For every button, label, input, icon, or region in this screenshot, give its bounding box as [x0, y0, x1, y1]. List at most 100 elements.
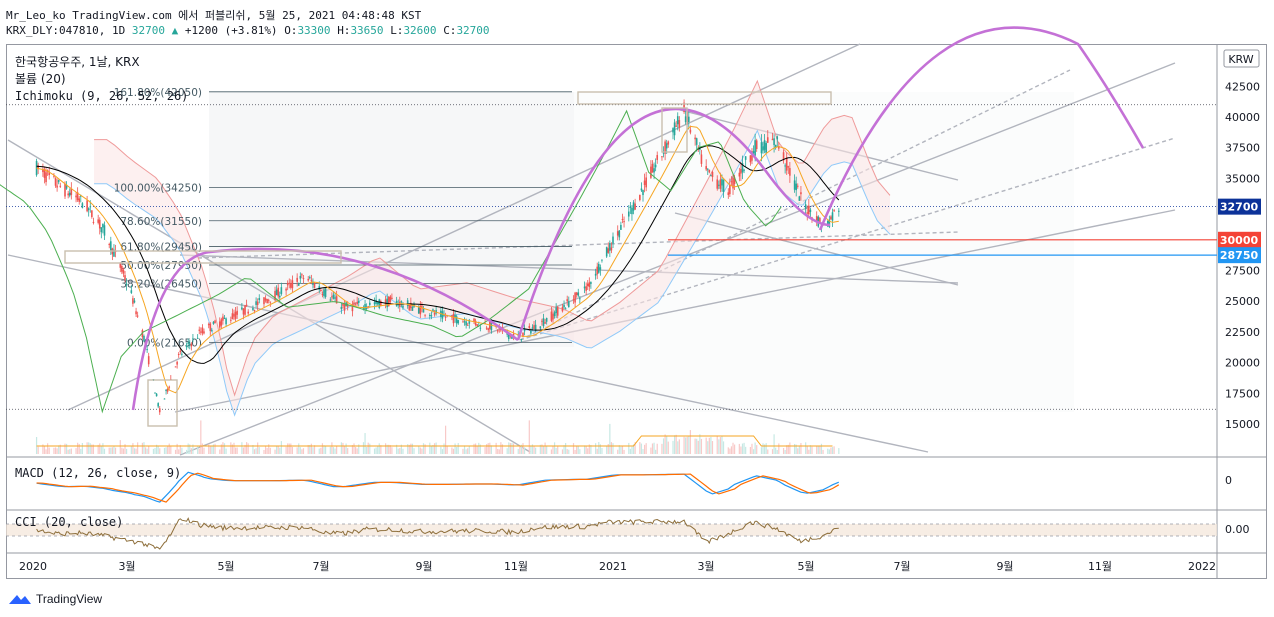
candle-body	[627, 211, 630, 217]
candle-body	[323, 289, 325, 296]
candle-body	[830, 216, 832, 220]
symbol-label: KRX_DLY:047810, 1D	[6, 24, 126, 37]
ichimoku-cloud	[94, 81, 890, 416]
candle-body	[124, 275, 126, 280]
candle-body	[564, 308, 567, 310]
candle-body	[280, 287, 283, 294]
candle-body	[590, 282, 592, 284]
candle-body	[530, 330, 532, 334]
candle-body	[353, 302, 355, 305]
candle-body	[708, 169, 711, 173]
candle-body	[417, 307, 420, 314]
tradingview-brand[interactable]: TradingView	[8, 590, 102, 608]
candle-body	[342, 303, 344, 306]
candle-body	[121, 265, 123, 272]
currency-label: KRW	[1228, 53, 1253, 66]
candle-body	[828, 219, 831, 227]
candle-body	[87, 208, 90, 211]
candle-body	[422, 308, 425, 313]
price-tick-label: 25000	[1225, 295, 1260, 308]
candle-body	[665, 143, 668, 149]
candle-body	[218, 321, 221, 328]
candle-body	[815, 216, 818, 222]
candle-body	[408, 304, 411, 311]
candle-body	[79, 195, 82, 197]
macd-label: MACD (12, 26, close, 9)	[15, 466, 181, 480]
candle-body	[201, 327, 204, 334]
candle-body	[678, 120, 681, 128]
candle-body	[198, 329, 201, 331]
candle-body	[258, 298, 261, 301]
macd-tick: 0	[1225, 474, 1232, 487]
candle-body	[307, 278, 310, 281]
price-tag	[1218, 247, 1261, 264]
candle-body	[267, 299, 270, 301]
candle-body	[771, 138, 774, 141]
candle-body	[89, 206, 92, 208]
candle-body	[443, 314, 445, 316]
candle-body	[264, 298, 267, 301]
candle-body	[53, 175, 55, 177]
candle-body	[826, 220, 829, 227]
candle-body	[528, 325, 531, 328]
candle-body	[577, 292, 580, 296]
candle-body	[716, 179, 719, 189]
symbol-ohlc-header: KRX_DLY:047810, 1D 32700 ▲ +1200 (+3.81%…	[6, 24, 490, 37]
candle-body	[511, 335, 513, 339]
candle-body	[35, 160, 38, 176]
fib-level-label: 50.00%(27950)	[120, 260, 202, 272]
candle-body	[263, 297, 265, 305]
candle-body	[230, 319, 232, 321]
candle-body	[274, 291, 276, 301]
candle-body	[550, 311, 553, 321]
candle-body	[68, 192, 71, 196]
candle-body	[523, 328, 526, 332]
candle-body	[200, 331, 202, 333]
candle-body	[165, 389, 167, 391]
candle-body	[618, 230, 621, 238]
currency-badge[interactable]	[1223, 49, 1260, 68]
candle-body	[188, 344, 191, 346]
candle-body	[57, 180, 60, 183]
candle-body	[133, 300, 136, 303]
candle-body	[389, 296, 392, 302]
trend-line	[179, 254, 959, 284]
legend-ichimoku: Ichimoku (9, 26, 52, 26)	[15, 89, 188, 103]
low-value: 32600	[403, 24, 437, 37]
candle-body	[553, 312, 556, 317]
tradingview-logo-icon	[9, 595, 31, 604]
candle-body	[719, 179, 722, 189]
candle-body	[533, 325, 535, 329]
candle-body	[56, 185, 58, 188]
candle-body	[91, 210, 93, 218]
candle-body	[487, 328, 490, 331]
candle-body	[163, 398, 166, 400]
price-tick-label: 15000	[1225, 418, 1260, 431]
candle-body	[752, 151, 755, 154]
time-tick-label: 3월	[697, 560, 714, 573]
candle-body	[78, 198, 81, 202]
time-tick-label: 11월	[504, 560, 528, 573]
candle-body	[378, 299, 381, 309]
candle-body	[102, 223, 104, 228]
time-tick-label: 9월	[415, 560, 432, 573]
candle-body	[555, 307, 557, 314]
candle-body	[166, 388, 169, 392]
candle-body	[387, 296, 390, 307]
candle-body	[741, 162, 744, 173]
candle-body	[800, 192, 802, 195]
candle-body	[552, 313, 554, 320]
candle-body	[65, 184, 68, 189]
candle-body	[441, 311, 444, 319]
candle-body	[643, 180, 646, 185]
candle-body	[601, 259, 603, 261]
candle-body	[203, 331, 205, 334]
candle-body	[798, 196, 801, 201]
candle-body	[545, 317, 548, 322]
candle-body	[256, 301, 259, 305]
candle-body	[354, 304, 357, 306]
candle-body	[45, 172, 47, 183]
candle-body	[597, 263, 600, 273]
candle-body	[766, 137, 769, 143]
